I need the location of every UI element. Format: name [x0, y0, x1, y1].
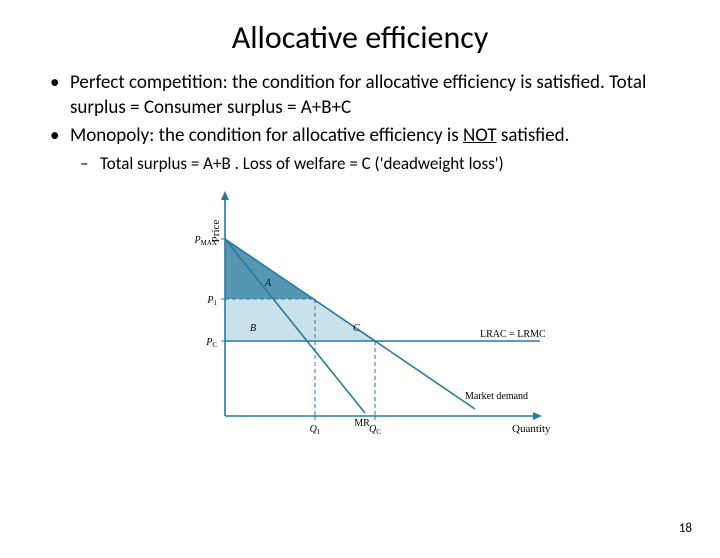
mr-label: MR: [354, 418, 370, 429]
region-b-label: B: [250, 323, 256, 334]
region-a-label: A: [264, 278, 272, 289]
page-number: 18: [679, 521, 692, 536]
bullet-perfect-competition: Perfect competition: the condition for a…: [50, 71, 680, 120]
bullet-monopoly-post: satisfied.: [497, 124, 570, 147]
y-axis-arrow: [221, 191, 229, 200]
page-title: Allocative efficiency: [0, 18, 720, 57]
bullet-monopoly-not: NOT: [463, 124, 497, 147]
x-tick-label: Q1: [310, 424, 321, 436]
bullet-total-surplus: Total surplus = A+B . Loss of welfare = …: [80, 153, 680, 175]
y-tick-label: P1: [206, 295, 217, 307]
y-tick-label: PC: [205, 337, 217, 349]
bullet-monopoly-pre: Monopoly: the condition for allocative e…: [70, 124, 463, 147]
bullet-list: Perfect competition: the condition for a…: [0, 71, 720, 175]
demand-label: Market demand: [465, 391, 528, 402]
bullet-monopoly: Monopoly: the condition for allocative e…: [50, 124, 680, 149]
x-tick-label: QC: [369, 424, 381, 436]
lrac-label: LRAC = LRMC: [480, 329, 546, 340]
allocative-efficiency-diagram: PriceQuantityPMAXP1PCQ1QCLRAC = LRMCMark…: [170, 181, 550, 456]
region-c-label: C: [353, 323, 360, 334]
x-axis-arrow: [533, 412, 542, 420]
x-axis-label: Quantity: [512, 423, 550, 435]
